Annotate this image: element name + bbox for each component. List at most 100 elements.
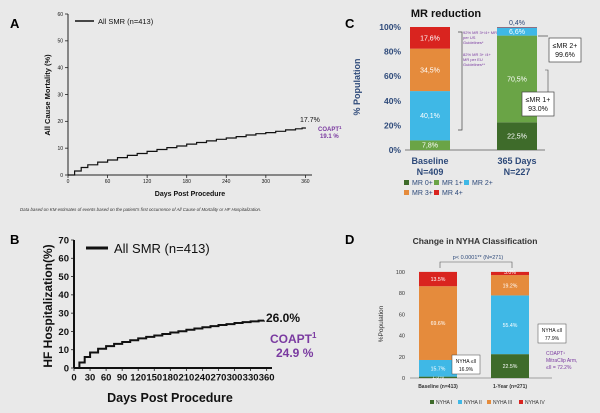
panel-c-value-label-1-0: 22,5% — [507, 134, 527, 141]
panel-c-cat-365: 365 Days — [497, 156, 536, 166]
panel-d-ytick-label-1: 20 — [399, 355, 405, 361]
panel-d-ytick-label-4: 80 — [399, 291, 405, 297]
panel-c-callout2-value: 99.6% — [555, 52, 575, 59]
panel-c-value-label-1-2: 6,6% — [509, 29, 525, 36]
panel-d-value-label-0-3: 13.5% — [431, 277, 446, 283]
panel-d-value-label-1-1: 55.4% — [503, 323, 518, 329]
panel-c-bar-1-mr2 — [497, 27, 537, 36]
panel-c-ytick-label-0: 0% — [389, 145, 402, 155]
panel-c-bracket — [458, 31, 463, 131]
panel-b-xtick-label-9: 270 — [211, 373, 227, 384]
panel-a-ytick-label-5: 50 — [57, 39, 63, 45]
panel-a-ytick-label-1: 10 — [57, 146, 63, 152]
panel-letter-b: B — [10, 232, 19, 247]
panel-d-callout-base-value: 16.9% — [459, 367, 474, 373]
panel-b-xtick-label-3: 90 — [117, 373, 128, 384]
panel-b-xtick-label-0: 0 — [71, 373, 76, 384]
panel-b-xtick-label-1: 30 — [85, 373, 96, 384]
panel-d-callout-base-label: NYHA ≤II — [456, 359, 477, 365]
panel-c-title: MR reduction — [411, 8, 482, 20]
panel-c-bar-1-mr0 — [497, 122, 537, 150]
panel-d-bars: 1.3% 15.7% 69.6% 13.5% 22.5% 55.4% 19.2% 3.0% — [419, 270, 529, 381]
panel-a-series-line — [68, 127, 306, 176]
panel-d-value-label-1-3: 3.0% — [504, 270, 516, 276]
panel-a-coapt-value: 19.1 % — [320, 134, 339, 140]
panel-a-legend-label: All SMR (n=413) — [98, 17, 154, 26]
panel-b-xtick-label-10: 300 — [227, 373, 243, 384]
panel-d-callout-year-box — [537, 323, 567, 344]
panel-c-legend-label-1: MR 1+ — [442, 180, 463, 187]
panel-c-callout2-label: ≤MR 2+ — [553, 43, 578, 50]
panel-c-ticks: 0% 20% 40% 60% 80% 100% — [379, 22, 401, 155]
panel-a-ytick-label-6: 60 — [57, 12, 63, 18]
panel-c-legend-swatch-3 — [404, 190, 409, 195]
panel-b-ytick-label-4: 40 — [58, 290, 69, 301]
panel-b-xtick-label-11: 330 — [243, 373, 259, 384]
panel-d-cat-year: 1-Year (n=271) — [493, 384, 527, 390]
panel-c-ytick-label-1: 20% — [384, 120, 401, 130]
panel-a-coapt-label: COAPT1 — [318, 125, 342, 133]
panel-b-coapt-label: COAPT1 — [270, 331, 317, 346]
panel-b-series-line — [74, 319, 265, 369]
panel-a-ytick-label-4: 40 — [57, 65, 63, 71]
panel-d-ytick-label-0: 0 — [402, 376, 405, 382]
panel-d-legend-label-1: NYHA II — [464, 400, 482, 406]
panel-c-legend-label-3: MR 3+ — [412, 190, 433, 197]
panel-b-ytick-label-1: 10 — [58, 345, 69, 356]
panel-b-ytick-label-2: 20 — [58, 327, 69, 338]
panel-c-callout2-box — [548, 37, 582, 63]
panel-d-bar-1-nyhai — [491, 354, 529, 378]
panel-d-legend-swatch-1 — [458, 400, 462, 404]
panel-a-ticks: 0 60 120 180 240 300 360 0 10 20 30 40 50 60 — [57, 12, 309, 185]
panel-c-legend-label-4: MR 4+ — [442, 190, 463, 197]
panel-c-bar-0-mr4 — [410, 27, 450, 49]
panel-a-end-label: 17.7% — [300, 117, 320, 124]
panel-d-ytick-label-5: 100 — [396, 270, 405, 276]
panel-b-xtick-label-2: 60 — [101, 373, 112, 384]
panel-c-value-label-0-4: 17,6% — [420, 35, 440, 42]
panel-d-coapt-note-1: COAPT¹ — [546, 351, 565, 357]
panel-a-mortality-chart: 0 60 120 180 240 300 360 0 10 20 30 40 50 60 All SMR … — [20, 12, 342, 212]
panel-d-legend-swatch-3 — [519, 400, 523, 404]
panel-d-title: Change in NYHA Classification — [413, 236, 538, 246]
panel-d-legend-label-3: NYHA IV — [525, 400, 545, 406]
panel-b-x-label: Days Post Procedure — [107, 391, 233, 405]
panel-c-note-eu: 82% MR 3+ /4+ MR per EU Guidelines** — [463, 52, 491, 67]
panel-c-callout1-box — [521, 91, 555, 117]
panel-c-ytick-label-3: 60% — [384, 71, 401, 81]
panel-c-bar-0-mr3 — [410, 48, 450, 92]
panel-d-value-label-1-0: 22.5% — [503, 364, 518, 370]
panel-c-bars: 7,8% 40,1% 34,5% 17,6% 22,5% 70,5% 6,6% 0,4% — [410, 20, 537, 150]
panel-d-bar-0-nyhaii — [419, 359, 457, 377]
panel-d-legend-label-0: NYHA I — [436, 400, 452, 406]
panel-b-end-label: 26.0% — [266, 311, 300, 325]
panel-c-legend: MR 0+ MR 1+ MR 2+ MR 3+ MR 4+ — [404, 180, 493, 197]
panel-a-xtick-label-2: 120 — [143, 179, 152, 185]
panel-c-y-label: % Population — [352, 59, 362, 116]
panel-c-legend-swatch-1 — [434, 180, 439, 185]
panel-c-legend-swatch-4 — [434, 190, 439, 195]
panel-a-xtick-label-4: 240 — [222, 179, 231, 185]
panel-letter-a: A — [10, 16, 20, 31]
panel-c-value-label-1-1: 70,5% — [507, 76, 527, 83]
panel-b-xtick-label-12: 360 — [259, 373, 275, 384]
panel-d-bar-0-nyhaiii — [419, 286, 457, 360]
panel-b-xtick-label-8: 240 — [195, 373, 211, 384]
panel-b-xtick-label-7: 210 — [178, 373, 194, 384]
panel-d-cat-baseline: Baseline (n=413) — [418, 384, 458, 390]
panel-c-note-us: 92% MR 3+/4+ MR per US Guidelines* — [463, 30, 497, 45]
panel-c-value-label-0-1: 7,8% — [422, 143, 438, 150]
panel-c-cat-baseline: Baseline — [411, 156, 448, 166]
panel-d-bar-1-nyhaii — [491, 295, 529, 355]
panel-b-ticks: 0 30 60 90 120 150 180 210 240 270 300 330 360 0 10 20 3… — [58, 235, 274, 383]
panel-letter-d: D — [345, 232, 354, 247]
panel-c-value-label-0-3: 34,5% — [420, 67, 440, 74]
panel-d-coapt-note-3: ≤II = 72.2% — [546, 365, 572, 371]
panel-d-nyha-chart: Change in NYHA Classification p< 0.0001*… — [378, 236, 577, 406]
panel-c-callout1-value: 93.0% — [528, 106, 548, 113]
panel-b-ytick-label-0: 0 — [64, 363, 69, 374]
panel-a-xtick-label-1: 60 — [105, 179, 111, 185]
panel-d-ticks: 0 20 40 60 80 100 — [396, 270, 405, 382]
panel-d-value-label-0-0: 1.3% — [432, 375, 444, 381]
panel-a-xtick-label-3: 180 — [183, 179, 192, 185]
